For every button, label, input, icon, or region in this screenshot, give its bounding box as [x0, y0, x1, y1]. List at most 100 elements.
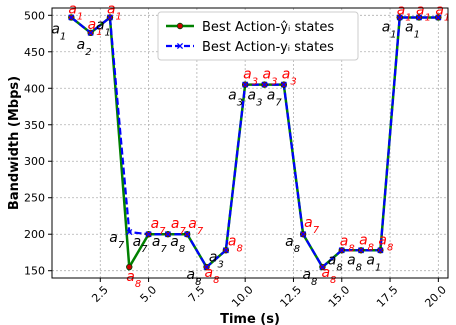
- y-tick-label: 200: [24, 228, 45, 241]
- y-tick-label: 350: [24, 119, 45, 132]
- x-marker-stroke: [68, 14, 75, 21]
- annotation-black: a8: [187, 267, 202, 288]
- annotation-red: a8: [340, 233, 355, 254]
- annotation-black: a3: [247, 88, 262, 109]
- data-point-actual: [68, 14, 75, 21]
- x-marker-stroke: [319, 263, 326, 271]
- annotation-red: a1: [416, 2, 431, 23]
- x-marker-stroke: [261, 81, 268, 88]
- x-marker-stroke: [222, 247, 229, 254]
- annotation-red: a8: [126, 269, 141, 290]
- x-marker-stroke: [87, 29, 94, 36]
- x-marker-stroke: [300, 231, 307, 238]
- annotation-black: a8: [285, 234, 300, 255]
- annotation-black: a1: [366, 252, 381, 273]
- annotation-black: a2: [77, 37, 92, 58]
- data-point-actual: [319, 263, 326, 271]
- x-marker-stroke: [396, 14, 403, 21]
- data-point-actual: [126, 228, 133, 236]
- data-point-actual: [358, 247, 365, 254]
- annotation-red: a8: [378, 232, 393, 253]
- annotation-black: a3: [228, 88, 243, 109]
- annotation-red: a8: [205, 265, 220, 286]
- data-point-actual: [184, 231, 191, 238]
- x-tick-label: 2.5: [89, 283, 111, 305]
- data-point-actual: [87, 29, 94, 36]
- annotation-black: a8: [170, 234, 185, 255]
- annotation-black: a7: [152, 234, 168, 255]
- annotation-black: a1: [405, 19, 420, 40]
- x-tick-label: 20.0: [422, 283, 449, 310]
- annotation-black: a8: [347, 252, 362, 273]
- annotation-red: a7: [171, 216, 187, 237]
- legend-marker-actual: [176, 42, 184, 50]
- x-marker-stroke: [435, 14, 442, 21]
- y-tick-label: 450: [24, 46, 45, 59]
- annotation-red: a3: [282, 67, 297, 88]
- annotation-black: a8: [302, 267, 317, 288]
- x-tick-label: 7.5: [186, 283, 208, 305]
- annotation-red: a1: [88, 17, 103, 38]
- annotation-red: a1: [68, 1, 83, 22]
- x-tick-label: 10.0: [229, 283, 256, 310]
- annotation-red: a8: [228, 233, 243, 254]
- annotation-red: a1: [397, 2, 412, 23]
- x-tick-label: 12.5: [278, 283, 305, 310]
- x-marker-stroke: [145, 231, 152, 238]
- annotation-black: a7: [109, 230, 125, 251]
- y-tick-label: 250: [24, 192, 45, 205]
- y-tick-label: 500: [24, 9, 45, 22]
- x-marker-stroke: [184, 231, 191, 238]
- data-point-actual: [415, 14, 423, 21]
- data-point-predicted: [126, 263, 133, 271]
- x-tick-label: 15.0: [326, 283, 353, 310]
- x-marker-stroke: [176, 42, 184, 50]
- data-point-actual: [242, 81, 249, 88]
- annotation-black: a8: [328, 252, 343, 273]
- data-point-actual: [396, 14, 403, 21]
- legend: Best Action-ŷᵢ states Best Action-yᵢ sta…: [157, 11, 359, 61]
- annotation-red: a7: [188, 216, 204, 237]
- data-point-actual: [106, 14, 114, 21]
- data-point-actual: [261, 81, 268, 88]
- annotation-black: a7: [267, 88, 283, 109]
- plot-frame: [51, 7, 449, 279]
- annotation-red: a8: [321, 265, 336, 286]
- series-layer: [68, 14, 442, 272]
- data-point-actual: [203, 263, 210, 271]
- x-marker-stroke: [106, 14, 114, 21]
- annotation-red: a3: [243, 67, 258, 88]
- y-tick-label: 150: [24, 265, 45, 278]
- annotation-black: a1: [51, 21, 66, 42]
- data-point-actual: [164, 231, 171, 238]
- legend-marker-predicted: [176, 22, 184, 30]
- annotation-black: a1: [382, 19, 397, 40]
- x-marker-stroke: [415, 14, 423, 21]
- x-axis-label: Time (s): [220, 312, 280, 325]
- y-tick-label: 300: [24, 155, 45, 168]
- x-marker-stroke: [126, 228, 133, 236]
- data-point-actual: [338, 247, 345, 254]
- x-tick-label: 17.5: [374, 283, 401, 310]
- x-marker-stroke: [358, 247, 365, 254]
- legend-label-actual: Best Action-yᵢ states: [202, 40, 334, 55]
- y-axis-label: Bandwidth (Mbps): [7, 76, 22, 210]
- annotation-red: a7: [151, 216, 167, 237]
- x-marker-stroke: [164, 231, 171, 238]
- annotation-red: a7: [304, 215, 320, 236]
- annotation-red: a8: [359, 232, 374, 253]
- annotation-black: a1: [96, 17, 111, 38]
- annotation-red: a3: [262, 67, 277, 88]
- x-marker-stroke: [338, 247, 345, 254]
- legend-box: [157, 11, 359, 61]
- x-marker-stroke: [242, 81, 249, 88]
- annotation-black: a3: [209, 249, 224, 270]
- x-marker-stroke: [203, 263, 210, 271]
- data-point-actual: [222, 247, 229, 254]
- data-point-actual: [145, 231, 152, 238]
- data-point-actual: [377, 247, 384, 254]
- annotation-red: a1: [107, 1, 122, 22]
- data-point-actual: [435, 14, 442, 21]
